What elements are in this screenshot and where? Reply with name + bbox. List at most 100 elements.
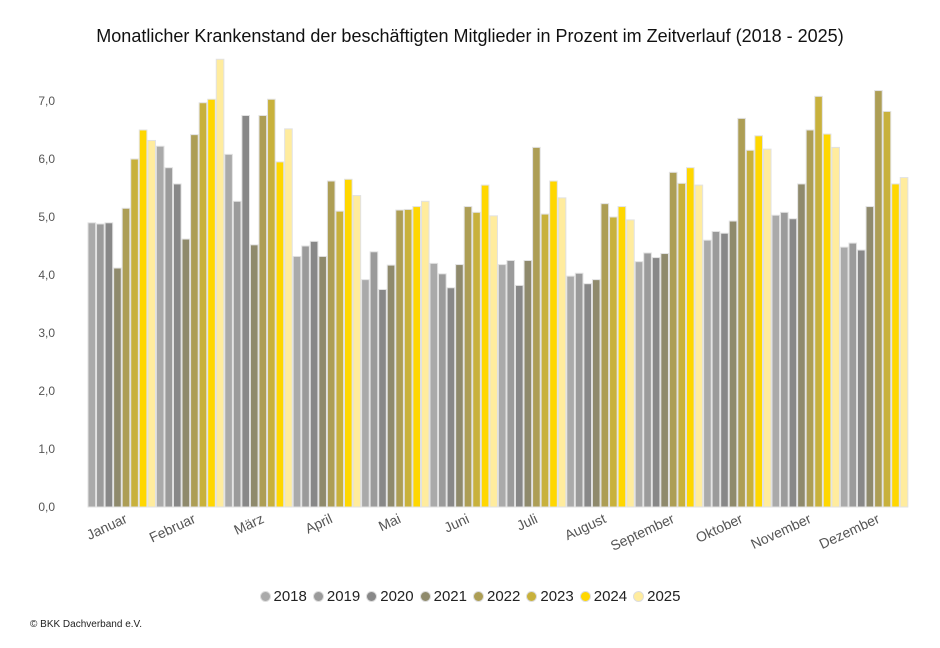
bar-2018-Januar: [87, 222, 97, 508]
bar-2022-Dezember: [874, 90, 883, 508]
legend-item-2024[interactable]: 2024: [579, 588, 628, 605]
bar-2025-März: [284, 128, 293, 508]
bar-2022-April: [326, 180, 336, 508]
bar-2023-September: [677, 182, 687, 508]
bar-2020-August: [583, 283, 593, 508]
bar-2019-April: [301, 245, 310, 508]
legend-swatch: [259, 591, 271, 602]
bar-2018-September: [634, 261, 644, 508]
y-tick-label: 7,0: [38, 94, 55, 108]
bar-2024-Februar: [207, 98, 216, 508]
bar-2024-Januar: [138, 129, 148, 508]
y-tick-label: 4,0: [38, 268, 55, 282]
bar-2020-März: [241, 115, 250, 508]
bar-2020-November: [788, 218, 798, 508]
bar-2021-März: [249, 244, 259, 508]
copyright: © BKK Dachverband e.V.: [30, 619, 143, 630]
bar-2021-Dezember: [865, 206, 875, 508]
x-tick-label: März: [231, 510, 266, 538]
bar-2025-Juli: [557, 197, 567, 508]
bar-2019-Oktober: [711, 231, 721, 508]
bar-2021-April: [318, 255, 327, 508]
bar-2018-Februar: [155, 145, 165, 508]
legend-swatch: [312, 591, 324, 602]
bar-2025-November: [831, 146, 840, 508]
bar-2025-Oktober: [762, 148, 772, 508]
bar-2024-August: [617, 206, 627, 508]
y-tick-label: 0,0: [38, 500, 55, 514]
bar-2025-Februar: [215, 58, 225, 508]
legend-item-2019[interactable]: 2019: [312, 588, 360, 605]
bar-2023-November: [814, 95, 823, 508]
bar-2025-Juni: [489, 215, 498, 508]
bar-2019-September: [643, 252, 652, 508]
bar-2018-Juli: [497, 264, 507, 508]
legend-label: 2021: [433, 588, 467, 605]
legend-item-2025[interactable]: 2025: [633, 588, 681, 605]
legend-label: 2025: [647, 588, 681, 605]
legend-item-2022[interactable]: 2022: [473, 588, 520, 605]
bar-2023-Dezember: [882, 110, 892, 508]
x-tick-label: Februar: [147, 510, 198, 545]
bar-2021-November: [797, 183, 806, 508]
legend-swatch: [579, 591, 591, 602]
bar-2022-Juni: [463, 206, 473, 508]
x-axis: Januar Februar März April Mai Juni Juli August S…: [84, 510, 882, 554]
bar-2019-Juni: [438, 273, 447, 508]
bar-2021-Juli: [523, 260, 533, 508]
bar-2025-Mai: [420, 200, 430, 508]
legend-label: 2018: [273, 588, 307, 605]
bar-2022-Oktober: [737, 117, 746, 508]
legend-item-2021[interactable]: 2021: [419, 588, 467, 605]
y-axis: 0,0 1,0 2,0 3,0 4,0 5,0 6,0 7,0: [38, 94, 55, 514]
bar-2024-September: [686, 167, 695, 508]
bar-2019-August: [574, 272, 584, 508]
x-tick-label: April: [303, 510, 335, 536]
bar-2024-Dezember: [891, 183, 900, 508]
bar-2020-September: [651, 257, 661, 508]
legend-swatch: [366, 591, 378, 602]
legend-swatch: [473, 591, 484, 602]
bar-2021-August: [591, 279, 601, 508]
bar-2024-April: [344, 178, 353, 508]
bar-2018-Juni: [429, 262, 439, 508]
x-tick-label: Mai: [376, 510, 403, 534]
bar-2021-Juni: [455, 264, 464, 508]
bar-2025-April: [352, 195, 362, 508]
legend-item-2018[interactable]: 2018: [259, 588, 307, 605]
bar-2021-Februar: [181, 238, 191, 508]
bar-2022-Januar: [121, 207, 131, 508]
x-tick-label: Juli: [514, 510, 540, 533]
legend: 2018 2019 2020 2021 2022 2023 2024 2025: [0, 588, 940, 605]
bar-2018-Dezember: [839, 246, 849, 508]
bar-2022-August: [600, 203, 610, 508]
y-tick-label: 3,0: [38, 326, 55, 340]
bar-2019-November: [780, 211, 789, 508]
legend-label: 2022: [487, 588, 521, 605]
legend-label: 2020: [380, 588, 414, 605]
bar-2020-Januar: [104, 222, 114, 508]
y-tick-label: 5,0: [38, 210, 55, 224]
bar-2022-Mai: [395, 209, 404, 508]
bar-2025-September: [694, 184, 704, 508]
x-tick-label: Januar: [84, 510, 130, 543]
legend-item-2023[interactable]: 2023: [526, 588, 574, 605]
bar-2023-April: [335, 210, 345, 508]
bar-2023-Mai: [403, 208, 413, 508]
legend-swatch: [526, 591, 538, 602]
bar-2023-Januar: [130, 158, 139, 508]
legend-label: 2024: [593, 588, 628, 605]
x-tick-label: Oktober: [693, 510, 745, 546]
bar-2023-Oktober: [745, 149, 755, 508]
bar-2019-Juli: [506, 260, 516, 508]
y-tick-label: 2,0: [38, 384, 55, 398]
bar-2024-März: [275, 161, 285, 508]
bar-2022-März: [258, 115, 268, 508]
x-tick-label: Juni: [441, 510, 471, 535]
bar-2020-Oktober: [720, 232, 729, 508]
legend-item-2020[interactable]: 2020: [366, 588, 414, 605]
bar-2025-Januar: [147, 139, 156, 508]
bars: [87, 58, 909, 508]
bar-2019-Januar: [96, 223, 105, 508]
bar-2023-August: [609, 216, 618, 508]
